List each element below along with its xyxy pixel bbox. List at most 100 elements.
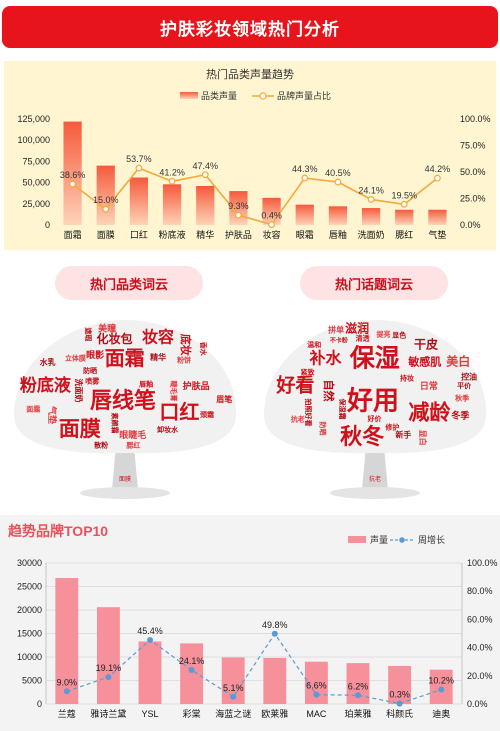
cloud-word: 眉笔 <box>216 394 232 404</box>
x-tick-label: 面膜 <box>97 230 115 240</box>
x-tick-label: 唇釉 <box>329 229 347 240</box>
cloud-word: 新手 <box>395 430 411 440</box>
cloud-word: 修护 <box>384 423 399 432</box>
brand-top10-chart: 声量 周增长 0 5000 10000 15000 20000 25000 30000 0.0% 2… <box>17 534 498 719</box>
data-label-share: 38.6% <box>60 170 86 180</box>
legend-marker-growth <box>399 537 405 543</box>
x-tick-label: 欧莱雅 <box>261 708 288 719</box>
y2-tick-label: 20.0% <box>467 671 493 681</box>
data-label-share: 24.1% <box>358 185 384 195</box>
y-tick-label: 5000 <box>22 676 42 686</box>
cloud-word: 面霜 <box>105 347 145 370</box>
cloud-word: 素颜霜 <box>110 413 119 434</box>
cloud-word: 防晒 <box>318 422 327 436</box>
cloud-word: 提亮 <box>375 329 390 338</box>
cloud-word: 好看 <box>275 374 314 397</box>
cloud-word: 清透 <box>356 334 370 343</box>
bar-volume <box>346 663 370 704</box>
cloud-word: 口红 <box>159 400 199 424</box>
cloud-word: 散粉 <box>94 440 108 449</box>
data-label-growth: 45.4% <box>137 626 163 636</box>
legend-label-volume: 声量 <box>370 534 388 545</box>
cloud-word: 香水 <box>199 341 208 357</box>
data-label-share: 19.5% <box>391 190 417 200</box>
cloud-word: 护肤品 <box>183 380 210 391</box>
cloud-word: 眼影 <box>86 350 104 360</box>
tree-silhouette <box>264 320 487 499</box>
cloud-word: 好价 <box>367 414 383 423</box>
bar-volume <box>129 177 149 225</box>
bar-volume <box>180 643 204 704</box>
data-label-growth: 19.1% <box>96 663 122 673</box>
x-tick-label: 气垫 <box>428 229 446 240</box>
cloud-word: 气垫 <box>47 405 58 424</box>
y2-tick-label: 100.0% <box>460 114 491 124</box>
cloud-word: 保湿 <box>349 345 400 373</box>
cloud-word: 颈霜 <box>200 410 214 419</box>
data-label-share: 15.0% <box>93 195 119 205</box>
cloud-word: 显色 <box>392 331 406 340</box>
cloud-word: 日常 <box>420 380 438 391</box>
point-share <box>102 205 110 213</box>
y2-tick-label: 75.0% <box>460 141 486 151</box>
bar-volume <box>63 121 82 225</box>
point-growth <box>396 700 403 707</box>
cloud-word: 拼单 <box>328 325 344 335</box>
cloud-word: 洗面奶 <box>74 378 84 402</box>
bar-volume <box>295 204 314 225</box>
point-share <box>434 174 441 182</box>
data-label-share: 41.2% <box>159 167 185 177</box>
y-tick-label: 0 <box>37 699 42 709</box>
cloud-word: 唇釉 <box>139 380 153 389</box>
y-tick-label: 25,000 <box>22 199 50 209</box>
x-tick-label: 妆容 <box>263 229 281 240</box>
cloud-word: 遮瑕 <box>84 327 93 342</box>
data-label-growth: 5.1% <box>223 683 244 693</box>
data-label-growth: 10.2% <box>428 676 454 686</box>
cloud-word: 水乳 <box>39 357 56 367</box>
point-growth <box>105 674 112 681</box>
point-share <box>367 196 375 203</box>
point-share <box>201 171 209 179</box>
y-tick-label: 125,000 <box>17 114 50 124</box>
y-tick-label: 0 <box>45 220 50 230</box>
cloud-word: 控油 <box>461 372 477 382</box>
x-tick-label: 雅诗兰黛 <box>90 708 126 719</box>
legend-label-share: 品牌声量占比 <box>277 90 331 101</box>
cloud-word: 唇线笔 <box>90 388 156 413</box>
cloud-word: 自然 <box>322 379 336 401</box>
topic-cloud-title: 热门话题词云 <box>300 266 448 300</box>
data-label-growth: 6.6% <box>306 681 327 691</box>
bar-volume <box>221 657 245 704</box>
cloud-word: 好用 <box>346 385 399 415</box>
cloud-word: 紧致 <box>300 367 315 376</box>
data-label-share: 44.2% <box>425 164 451 174</box>
data-label-share: 0.4% <box>261 211 282 221</box>
chart-title: 热门品类声量趋势 <box>206 67 294 81</box>
bar-volume <box>304 661 328 704</box>
cloud-word: 粉饼 <box>177 356 191 365</box>
bar-volume <box>395 209 414 225</box>
data-label-share: 44.3% <box>292 164 318 174</box>
point-growth <box>147 636 153 643</box>
cloud-word: 粉底液 <box>20 375 71 395</box>
point-growth <box>355 692 361 699</box>
x-tick-label: 兰蔻 <box>58 708 76 719</box>
point-growth <box>188 667 195 674</box>
data-label-growth: 24.1% <box>179 656 205 666</box>
cloud-word: 补水 <box>308 349 342 368</box>
y2-tick-label: 80.0% <box>467 586 493 596</box>
trunk-word: 面膜 <box>119 475 131 483</box>
line-share <box>72 167 438 226</box>
category-cloud-title: 热门品类词云 <box>55 266 203 300</box>
x-tick-label: 珀莱雅 <box>344 708 371 719</box>
bar-volume <box>428 209 447 225</box>
legend-swatch-volume <box>180 92 198 99</box>
bar-volume <box>263 657 287 704</box>
y2-tick-label: 0.0% <box>460 220 481 230</box>
cloud-word: 秋冬 <box>340 424 384 449</box>
cloud-word: 立体膜 <box>65 353 86 362</box>
cloud-word: 冬季 <box>451 409 470 420</box>
data-label-share: 40.5% <box>325 168 351 178</box>
